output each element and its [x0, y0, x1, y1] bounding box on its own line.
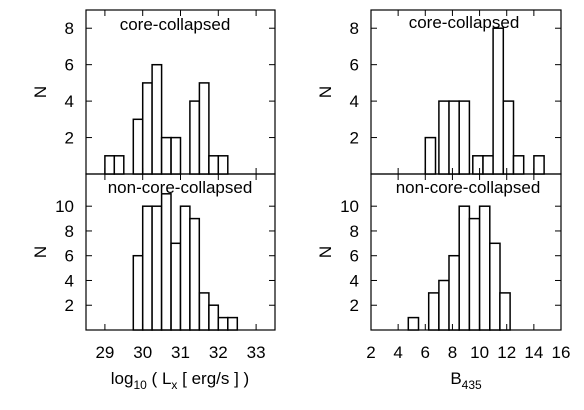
y-tick-label-bottom-right-6: 6 — [350, 247, 359, 266]
bar-bottom-left-4 — [170, 242, 182, 331]
x-tick-label-bottom-right-16: 16 — [552, 343, 571, 362]
bar-top-right-4 — [472, 155, 484, 175]
y-tick-label-bottom-left-2: 2 — [65, 296, 74, 315]
y-tick-label-bottom-right-4: 4 — [350, 271, 359, 290]
bar-bottom-left-10 — [227, 316, 239, 331]
bar-bottom-left-1 — [141, 205, 153, 331]
panel-label-top-left: core-collapsed — [120, 15, 231, 34]
panel-label-top-right: core-collapsed — [409, 13, 520, 32]
bar-bottom-left-2 — [151, 205, 163, 331]
y-tick-label-top-left-4: 4 — [65, 92, 74, 111]
bar-bottom-right-2 — [438, 279, 450, 331]
bar-bottom-left-7 — [198, 292, 210, 331]
x-tick-label-bottom-left-29: 29 — [95, 343, 114, 362]
bar-top-left-5 — [160, 136, 172, 175]
bar-top-right-6 — [492, 27, 505, 175]
y-tick-label-top-left-8: 8 — [65, 19, 74, 38]
y-tick-label-bottom-right-8: 8 — [350, 222, 359, 241]
bar-bottom-right-1 — [427, 292, 440, 331]
bar-bottom-right-3 — [448, 254, 460, 331]
x-tick-label-bottom-right-14: 14 — [524, 343, 543, 362]
bar-top-right-1 — [438, 100, 450, 175]
x-tick-label-bottom-left-31: 31 — [171, 343, 190, 362]
bar-top-left-9 — [208, 155, 220, 175]
bar-top-left-6 — [170, 136, 182, 175]
bar-bottom-left-5 — [179, 205, 191, 331]
x-axis-label-right: B435 — [450, 369, 482, 392]
bar-bottom-left-9 — [217, 316, 229, 331]
y-tick-label-top-left-6: 6 — [65, 56, 74, 75]
y-tick-label-bottom-left-4: 4 — [65, 271, 74, 290]
bar-top-left-7 — [189, 100, 201, 175]
x-tick-label-bottom-right-8: 8 — [448, 343, 457, 362]
y-tick-label-top-right-6: 6 — [350, 56, 359, 75]
bar-bottom-left-0 — [132, 254, 144, 331]
bar-top-left-8 — [198, 82, 210, 175]
panel-label-bottom-right: non-core-collapsed — [396, 178, 541, 197]
y-axis-label-top-left: N — [31, 86, 50, 98]
x-axis-label-left: log10 ( Lx [ erg/s ] ) — [111, 369, 249, 392]
bar-top-right-8 — [512, 155, 525, 175]
x-tick-label-bottom-right-4: 4 — [393, 343, 402, 362]
y-tick-label-bottom-right-2: 2 — [350, 296, 359, 315]
panel-label-bottom-left: non-core-collapsed — [108, 178, 253, 197]
bar-bottom-right-0 — [407, 316, 420, 331]
bar-bottom-left-6 — [189, 217, 201, 331]
bar-top-left-1 — [113, 155, 125, 175]
bar-bottom-right-5 — [468, 217, 481, 331]
bar-bottom-right-8 — [499, 292, 511, 331]
bar-top-right-2 — [448, 100, 460, 175]
bar-top-left-4 — [151, 63, 163, 175]
x-tick-label-bottom-left-32: 32 — [209, 343, 228, 362]
bar-bottom-left-8 — [208, 304, 220, 331]
bar-top-left-10 — [217, 155, 229, 175]
x-tick-label-bottom-right-10: 10 — [470, 343, 489, 362]
bar-top-right-9 — [533, 155, 545, 175]
bar-top-left-2 — [132, 118, 144, 175]
bar-bottom-right-7 — [489, 242, 501, 331]
y-tick-label-top-right-8: 8 — [350, 19, 359, 38]
x-tick-label-bottom-left-30: 30 — [133, 343, 152, 362]
bar-top-right-0 — [424, 136, 437, 175]
bar-bottom-left-3 — [160, 193, 172, 331]
x-tick-label-bottom-left-33: 33 — [247, 343, 266, 362]
bar-top-left-0 — [104, 155, 116, 175]
y-tick-label-bottom-left-8: 8 — [65, 222, 74, 241]
y-tick-label-top-right-2: 2 — [350, 129, 359, 148]
x-tick-label-bottom-right-6: 6 — [421, 343, 430, 362]
y-tick-label-bottom-left-6: 6 — [65, 247, 74, 266]
x-tick-label-bottom-right-2: 2 — [366, 343, 375, 362]
bar-bottom-right-4 — [458, 205, 471, 331]
y-axis-label-bottom-left: N — [31, 246, 50, 258]
x-tick-label-bottom-right-12: 12 — [497, 343, 516, 362]
y-tick-label-top-left-2: 2 — [65, 129, 74, 148]
bar-top-right-7 — [502, 100, 515, 175]
bar-top-left-3 — [141, 82, 153, 175]
bar-bottom-right-6 — [478, 205, 491, 331]
bar-top-right-5 — [482, 155, 494, 175]
y-axis-label-top-right: N — [316, 86, 335, 98]
y-tick-label-bottom-right-10: 10 — [340, 197, 359, 216]
y-tick-label-bottom-left-10: 10 — [55, 197, 74, 216]
bar-top-right-3 — [458, 100, 471, 175]
y-tick-label-top-right-4: 4 — [350, 92, 359, 111]
y-axis-label-bottom-right: N — [316, 246, 335, 258]
